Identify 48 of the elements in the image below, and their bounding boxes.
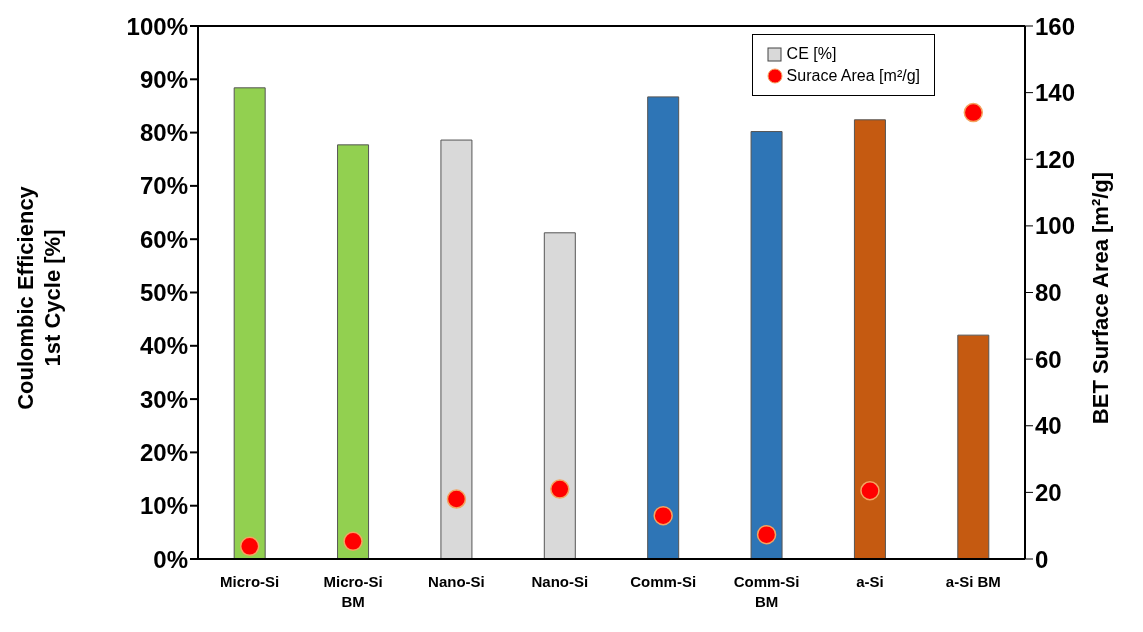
y-tick-label: 60%: [139, 225, 188, 253]
x-tick-label: Comm-Si BM: [733, 573, 800, 610]
y-tick-label: 0%: [153, 545, 188, 573]
y-tick-label: 50%: [139, 279, 188, 307]
bar: [853, 119, 886, 559]
bar: [233, 87, 266, 559]
x-tick-label: Nano-Si: [428, 573, 485, 590]
bar: [440, 139, 473, 559]
point: [446, 489, 467, 509]
y2-tick-label: 120: [1035, 145, 1076, 173]
legend-label: CE [%]: [786, 45, 837, 63]
x-tick-label: Micro-Si BM: [323, 573, 383, 610]
y2-tick-label: 160: [1035, 12, 1076, 40]
y-tick-label: 80%: [139, 119, 188, 147]
y2-tick-label: 140: [1035, 79, 1076, 107]
y-tick-label: 40%: [139, 332, 188, 360]
y-tick-label: 70%: [139, 172, 188, 200]
y-tick-label: 10%: [139, 492, 188, 520]
x-tick-label: a-Si BM: [945, 573, 1001, 590]
y2-tick-label: 100: [1035, 212, 1076, 240]
y-tick-label: 90%: [139, 65, 188, 93]
bar: [543, 232, 576, 559]
x-tick-label: Comm-Si: [630, 573, 697, 590]
y2-tick-label: 60: [1035, 345, 1062, 373]
bar: [750, 131, 783, 559]
y-tick-label: 30%: [139, 385, 188, 413]
bar: [337, 144, 370, 559]
legend-label: Surace Area [m²/g]: [786, 67, 920, 85]
point: [343, 531, 363, 552]
y2-tick-label: 0: [1035, 545, 1049, 573]
y-tick-label: 20%: [139, 438, 188, 466]
y2-tick-label: 20: [1035, 478, 1062, 506]
point: [550, 479, 570, 499]
y-axis-title: Coulombic Efficiency 1st Cycle [%]: [13, 185, 65, 410]
point: [239, 536, 260, 557]
bar: [957, 334, 990, 559]
x-tick-label: Micro-Si: [220, 573, 280, 590]
x-tick-label: Nano-Si: [531, 573, 589, 590]
point: [653, 505, 673, 526]
x-tick-label: a-Si: [856, 573, 884, 590]
point: [756, 524, 777, 545]
y2-tick-label: 40: [1035, 412, 1062, 440]
y2-tick-label: 80: [1035, 279, 1062, 307]
point: [860, 480, 880, 501]
bar: [647, 96, 680, 559]
point: [963, 102, 984, 123]
y2-axis-title: BET Surface Area [m²/g]: [1088, 171, 1113, 425]
y-tick-label: 100%: [126, 12, 188, 40]
